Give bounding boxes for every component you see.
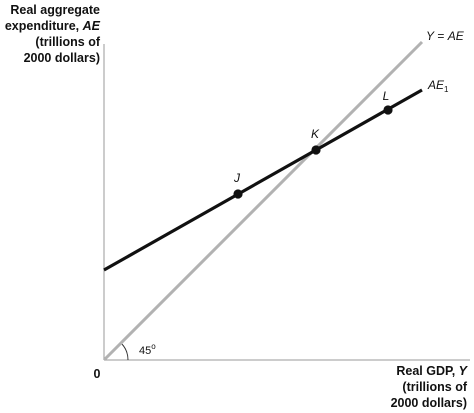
y-axis-title-line-1: expenditure, AE bbox=[5, 19, 101, 33]
point-label-l: L bbox=[383, 89, 390, 103]
y-axis-title-line-1-part-0: expenditure, bbox=[5, 19, 83, 33]
y-axis-title-line-0-part-0: Real aggregate bbox=[10, 3, 100, 17]
series-label-y-equals-ae-part-0: Y bbox=[426, 29, 435, 43]
series-group bbox=[102, 40, 424, 362]
point-l bbox=[383, 105, 393, 115]
y-axis-title-line-3: 2000 dollars) bbox=[24, 51, 100, 65]
x-axis-title-line-1: (trillions of bbox=[402, 380, 467, 394]
y-axis-title-line-3-part-0: 2000 dollars) bbox=[24, 51, 100, 65]
point-label-k: K bbox=[311, 127, 320, 141]
series-line-0 bbox=[102, 40, 424, 362]
axes bbox=[103, 44, 470, 361]
angle-label: 45o bbox=[139, 342, 156, 357]
y-axis-title-line-0: Real aggregate bbox=[10, 3, 100, 17]
series-line-1 bbox=[103, 88, 423, 272]
points-group bbox=[233, 105, 393, 199]
series-label-ae1: AE1 bbox=[427, 78, 449, 94]
angle-value: 45 bbox=[139, 345, 151, 357]
point-k bbox=[311, 145, 321, 155]
x-axis-title-line-2-part-0: 2000 dollars) bbox=[391, 396, 467, 410]
y-axis-title-line-2-part-0: (trillions of bbox=[35, 35, 100, 49]
y-axis-title-line-2: (trillions of bbox=[35, 35, 100, 49]
x-axis-title-line-0-part-1: Y bbox=[459, 364, 469, 378]
angle-degree-mark: o bbox=[151, 342, 156, 351]
y-axis-title-line-1-part-1: AE bbox=[82, 19, 101, 33]
origin-label: 0 bbox=[94, 367, 101, 381]
series-label-ae1-part-0: AE bbox=[427, 78, 445, 92]
series-label-y-equals-ae-part-2: AE bbox=[447, 29, 465, 43]
x-axis-title-line-0-part-0: Real GDP, bbox=[396, 364, 458, 378]
series-label-y-equals-ae-part-1: = bbox=[434, 29, 448, 43]
series-label-y-equals-ae: Y = AE bbox=[426, 29, 465, 43]
point-label-j: J bbox=[233, 171, 241, 185]
x-axis-title-line-0: Real GDP, Y bbox=[396, 364, 468, 378]
x-axis-title-line-1-part-0: (trillions of bbox=[402, 380, 467, 394]
angle-arc bbox=[120, 342, 129, 361]
x-axis-title-line-2: 2000 dollars) bbox=[391, 396, 467, 410]
point-j bbox=[233, 189, 243, 199]
series-label-ae1-subscript: 1 bbox=[444, 85, 449, 94]
